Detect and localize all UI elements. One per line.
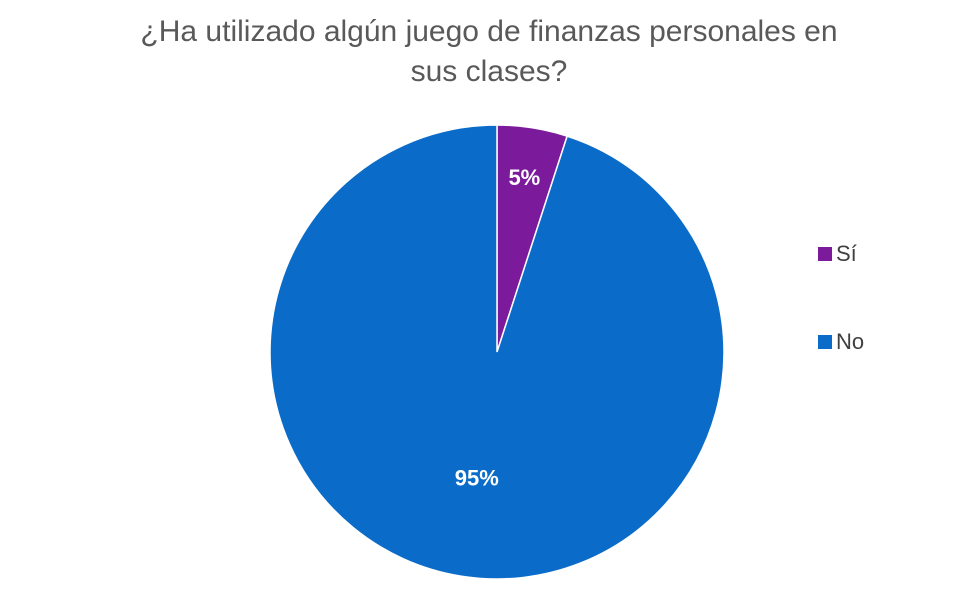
legend-item-si: Sí [818, 239, 857, 269]
chart-title: ¿Ha utilizado algún juego de finanzas pe… [0, 12, 978, 92]
chart-title-line-1: ¿Ha utilizado algún juego de finanzas pe… [140, 15, 838, 48]
data-label-no: 95% [455, 466, 499, 491]
legend-swatch-si [818, 247, 832, 261]
data-label-si: 5% [508, 165, 540, 190]
pie-slice-no [269, 124, 725, 580]
legend-swatch-no [818, 335, 832, 349]
legend-label-no: No [836, 329, 865, 354]
chart-title-line-2: sus clases? [410, 55, 568, 88]
legend-item-no: No [818, 327, 864, 357]
legend-label-si: Sí [836, 241, 857, 266]
